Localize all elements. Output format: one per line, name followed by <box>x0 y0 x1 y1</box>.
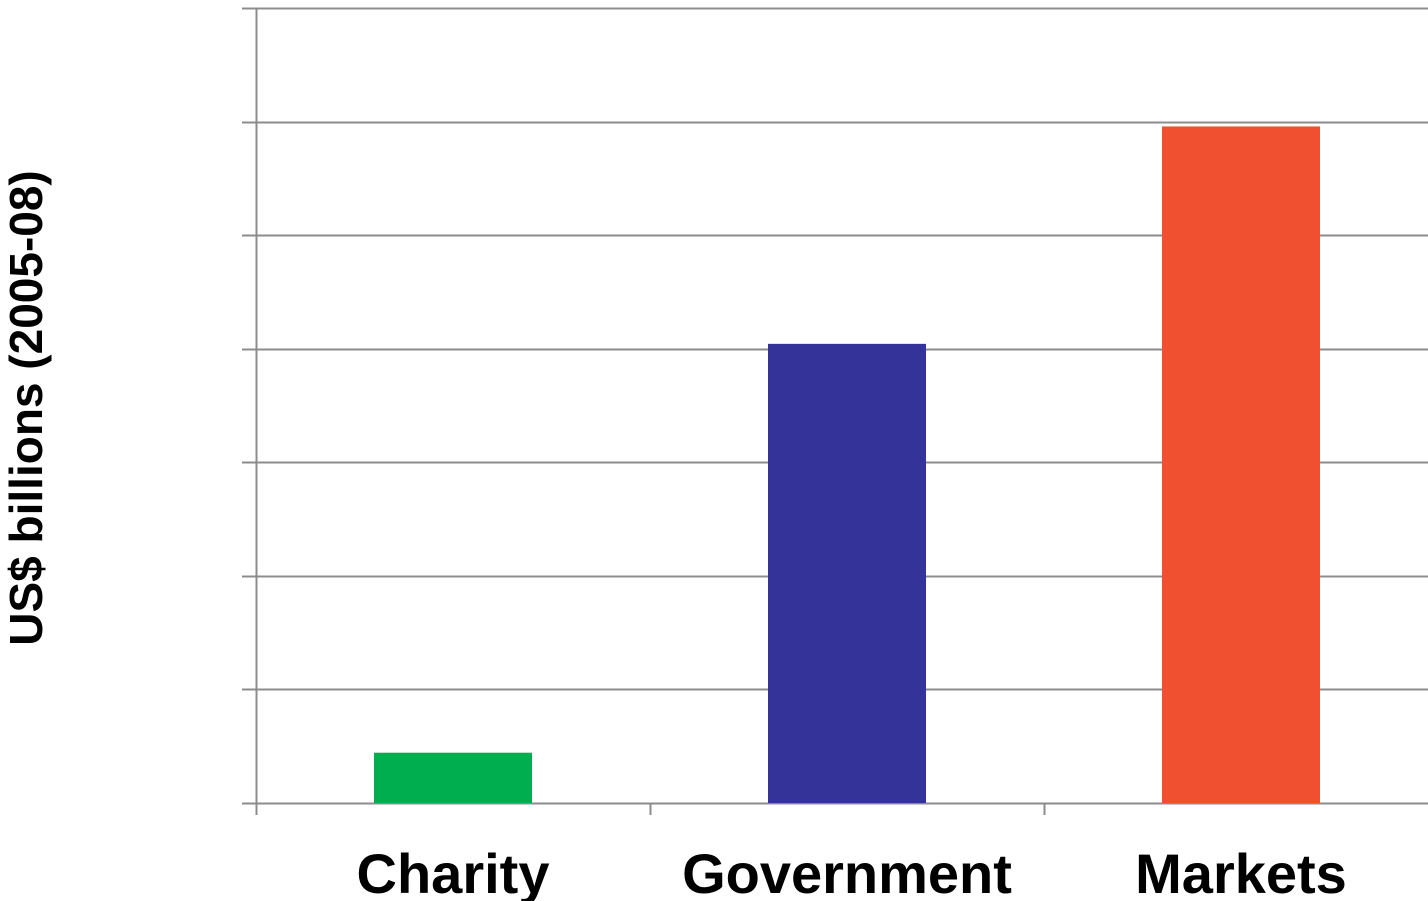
axes <box>242 7 1428 815</box>
bar-charity <box>374 752 532 803</box>
category-label-government: Government <box>682 842 1012 901</box>
bars <box>374 126 1320 803</box>
bar-government <box>768 343 926 803</box>
category-labels: Charity Government Markets <box>357 842 1347 901</box>
bar-markets <box>1162 126 1320 803</box>
y-axis-label: US$ billions (2005-08) <box>0 170 52 646</box>
category-label-markets: Markets <box>1135 842 1347 901</box>
category-label-charity: Charity <box>357 842 550 901</box>
